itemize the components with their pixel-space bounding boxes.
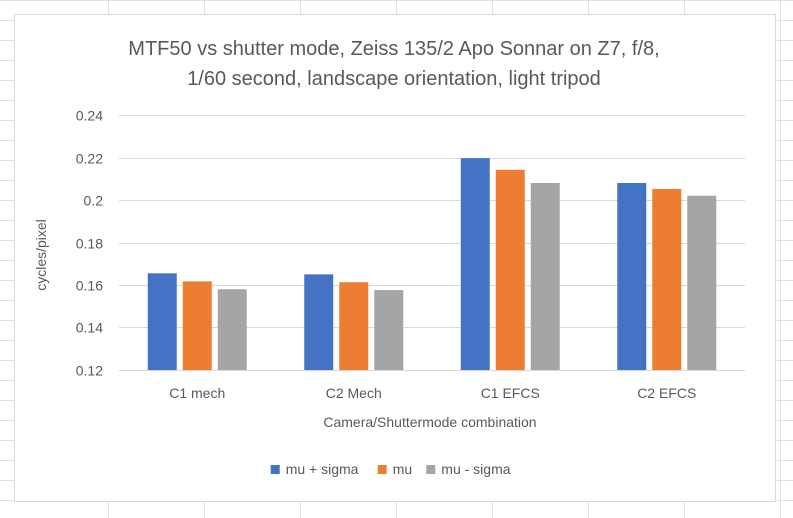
bar (495, 169, 525, 370)
bar (217, 289, 247, 370)
y-tick-label: 0.16 (76, 278, 103, 294)
y-tick-label: 0.22 (76, 151, 103, 167)
bar (617, 183, 647, 370)
x-axis-title: Camera/Shuttermode combination (323, 414, 536, 430)
y-tick-label: 0.24 (76, 108, 103, 124)
legend-swatch (377, 465, 387, 474)
bar (182, 281, 212, 370)
bar (374, 290, 404, 370)
gridlines (119, 115, 745, 371)
bar (147, 273, 177, 370)
y-axis-title: cycles/pixel (33, 219, 49, 291)
chart-title-line-1: MTF50 vs shutter mode, Zeiss 135/2 Apo S… (128, 38, 659, 60)
legend: mu + sigma mu mu - sigma (270, 461, 511, 477)
legend-label: mu - sigma (441, 461, 510, 477)
bar (460, 158, 490, 370)
x-tick-label: C1 EFCS (481, 385, 540, 401)
bar (530, 183, 560, 370)
y-tick-label: 0.18 (76, 236, 103, 252)
x-tick-label: C2 EFCS (637, 385, 696, 401)
y-tick-label: 0.2 (84, 193, 104, 209)
y-tick-labels: 0.12 0.14 0.16 0.18 0.2 0.22 0.24 (76, 108, 103, 379)
legend-swatch (426, 465, 436, 474)
x-tick-label: C2 Mech (326, 385, 382, 401)
legend-swatch (270, 465, 280, 474)
chart-area[interactable]: MTF50 vs shutter mode, Zeiss 135/2 Apo S… (14, 14, 776, 502)
bars (147, 158, 717, 370)
y-tick-label: 0.12 (76, 363, 103, 379)
x-tick-label: C1 mech (169, 385, 225, 401)
bar (687, 195, 717, 370)
bar (339, 282, 369, 370)
chart-title-line-2: 1/60 second, landscape orientation, ligh… (187, 68, 601, 90)
chart-canvas: MTF50 vs shutter mode, Zeiss 135/2 Apo S… (33, 38, 745, 477)
y-tick-label: 0.14 (76, 320, 103, 336)
bar (652, 188, 682, 370)
legend-label: mu (393, 461, 412, 477)
legend-label: mu + sigma (286, 461, 359, 477)
bar (304, 274, 334, 370)
x-tick-labels: C1 mech C2 Mech C1 EFCS C2 EFCS (169, 385, 696, 401)
